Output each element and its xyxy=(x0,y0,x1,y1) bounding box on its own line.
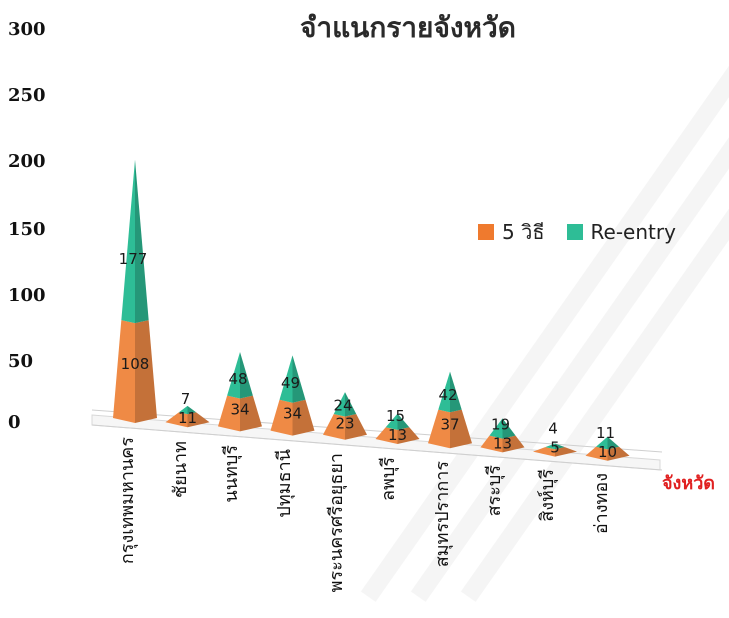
data-label: 37 xyxy=(440,416,459,434)
bar-segment-re-entry xyxy=(385,413,398,430)
bar-segment-5-methods xyxy=(113,320,135,423)
data-label: 10 xyxy=(598,443,617,461)
legend-item-5-methods: 5 วิธี xyxy=(478,216,545,248)
x-tick-label: พระนครศรีอยุธยา xyxy=(326,453,347,593)
data-label: 49 xyxy=(281,374,300,392)
pyramid-bar xyxy=(480,418,525,453)
bar-segment-re-entry-side xyxy=(397,413,410,430)
bar-segment-re-entry xyxy=(595,436,608,450)
pyramid-bar xyxy=(428,371,472,449)
data-label: 5 xyxy=(550,439,560,457)
bar-segment-5-methods-side xyxy=(607,446,630,461)
data-label: 24 xyxy=(333,397,352,415)
x-tick-label: สิงห์บุรี xyxy=(537,469,558,522)
bar-segment-re-entry xyxy=(333,392,345,417)
x-tick-label: ปทุมธานี xyxy=(274,449,295,518)
bar-segment-5-methods xyxy=(533,447,555,457)
data-label: 13 xyxy=(493,434,512,452)
data-label: 34 xyxy=(230,400,249,418)
y-tick-label: 150 xyxy=(8,219,46,240)
bar-segment-re-entry xyxy=(121,159,135,324)
y-tick-label: 200 xyxy=(8,151,46,172)
data-label: 11 xyxy=(596,424,615,442)
data-label: 15 xyxy=(386,407,405,425)
bar-segment-re-entry xyxy=(489,418,503,439)
x-axis-title: จังหวัด xyxy=(662,473,715,494)
bar-segment-re-entry-side xyxy=(502,418,516,439)
data-label: 4 xyxy=(548,420,558,438)
bar-segment-5-methods-side xyxy=(292,399,315,436)
bar-segment-re-entry xyxy=(178,405,188,415)
bar-segment-re-entry-side xyxy=(345,392,357,417)
data-label: 23 xyxy=(335,414,354,432)
axis-front-edge xyxy=(91,424,663,471)
bar-segment-re-entry xyxy=(279,355,293,403)
bar-segment-5-methods xyxy=(375,427,398,444)
data-label: 7 xyxy=(181,390,191,408)
bar-segment-re-entry-side xyxy=(135,159,149,324)
pyramid-bar xyxy=(533,443,577,457)
bar-segment-5-methods xyxy=(165,412,188,428)
pyramid-bar xyxy=(165,405,210,428)
data-label: 13 xyxy=(388,426,407,444)
x-tick-label: อ่างทอง xyxy=(591,473,612,535)
x-tick-label: ลพบุรี xyxy=(378,457,399,501)
bar-segment-re-entry xyxy=(227,352,240,399)
data-label: 177 xyxy=(119,250,148,268)
chart-title: จำแนกรายจังหวัด xyxy=(300,11,516,44)
bar-segment-5-methods-side xyxy=(240,395,262,432)
bar-segment-re-entry-side xyxy=(450,371,462,413)
bar-segment-5-methods xyxy=(585,446,608,461)
y-tick-label: 0 xyxy=(8,412,21,433)
legend-swatch xyxy=(478,224,494,240)
y-tick-label: 100 xyxy=(8,285,46,306)
pyramid-bar xyxy=(323,392,367,440)
data-label: 19 xyxy=(491,415,510,433)
legend-label: 5 วิธี xyxy=(502,220,545,244)
pyramid-bar xyxy=(218,352,262,432)
bar-segment-re-entry xyxy=(545,443,555,450)
bar-segment-5-methods-side xyxy=(397,427,420,444)
data-label: 48 xyxy=(228,370,247,388)
x-tick-label: นนทบุรี xyxy=(221,445,242,503)
y-tick-label: 50 xyxy=(8,351,34,372)
bar-segment-re-entry-side xyxy=(607,436,620,450)
x-tick-label: ชัยนาท xyxy=(170,441,191,499)
data-label: 11 xyxy=(178,409,197,427)
bar-segment-5-methods xyxy=(480,435,503,453)
bar-segment-5-methods-side xyxy=(555,447,577,457)
bar-segment-5-methods xyxy=(428,409,450,449)
legend-item-re-entry: Re-entry xyxy=(566,220,676,244)
y-tick-label: 300 xyxy=(8,19,46,40)
data-label: 34 xyxy=(283,405,302,423)
y-tick-label: 250 xyxy=(8,85,46,106)
legend-swatch xyxy=(566,224,583,240)
bar-segment-re-entry-side xyxy=(187,405,197,415)
pyramid-bar xyxy=(270,355,315,436)
bar-segment-re-entry-side xyxy=(240,352,253,399)
bar-segment-5-methods xyxy=(323,413,345,440)
bar-segment-5-methods xyxy=(218,395,240,432)
legend-label: Re-entry xyxy=(590,220,676,244)
data-label: 108 xyxy=(121,355,150,373)
bar-segment-re-entry-side xyxy=(555,443,565,450)
pyramid-bar xyxy=(375,413,420,444)
bar-segment-5-methods-side xyxy=(450,409,472,449)
legend: 5 วิธี Re-entry xyxy=(478,216,698,248)
bar-segment-5-methods-side xyxy=(502,435,525,453)
bar-segment-re-entry-side xyxy=(292,355,306,403)
data-label: 42 xyxy=(438,386,457,404)
bar-segment-re-entry xyxy=(438,371,450,413)
x-tick-label: สมุทรปราการ xyxy=(432,461,453,568)
bar-segment-5-methods xyxy=(270,399,293,436)
bar-segment-5-methods-side xyxy=(187,412,210,428)
pyramid-bar xyxy=(585,436,630,461)
bar-segment-5-methods-side xyxy=(345,413,367,440)
bar-segment-5-methods-side xyxy=(135,320,157,423)
x-tick-label: กรุงเทพมหานคร xyxy=(117,437,138,565)
pyramid-bar xyxy=(113,159,157,423)
x-tick-label: สระบุรี xyxy=(484,465,505,517)
